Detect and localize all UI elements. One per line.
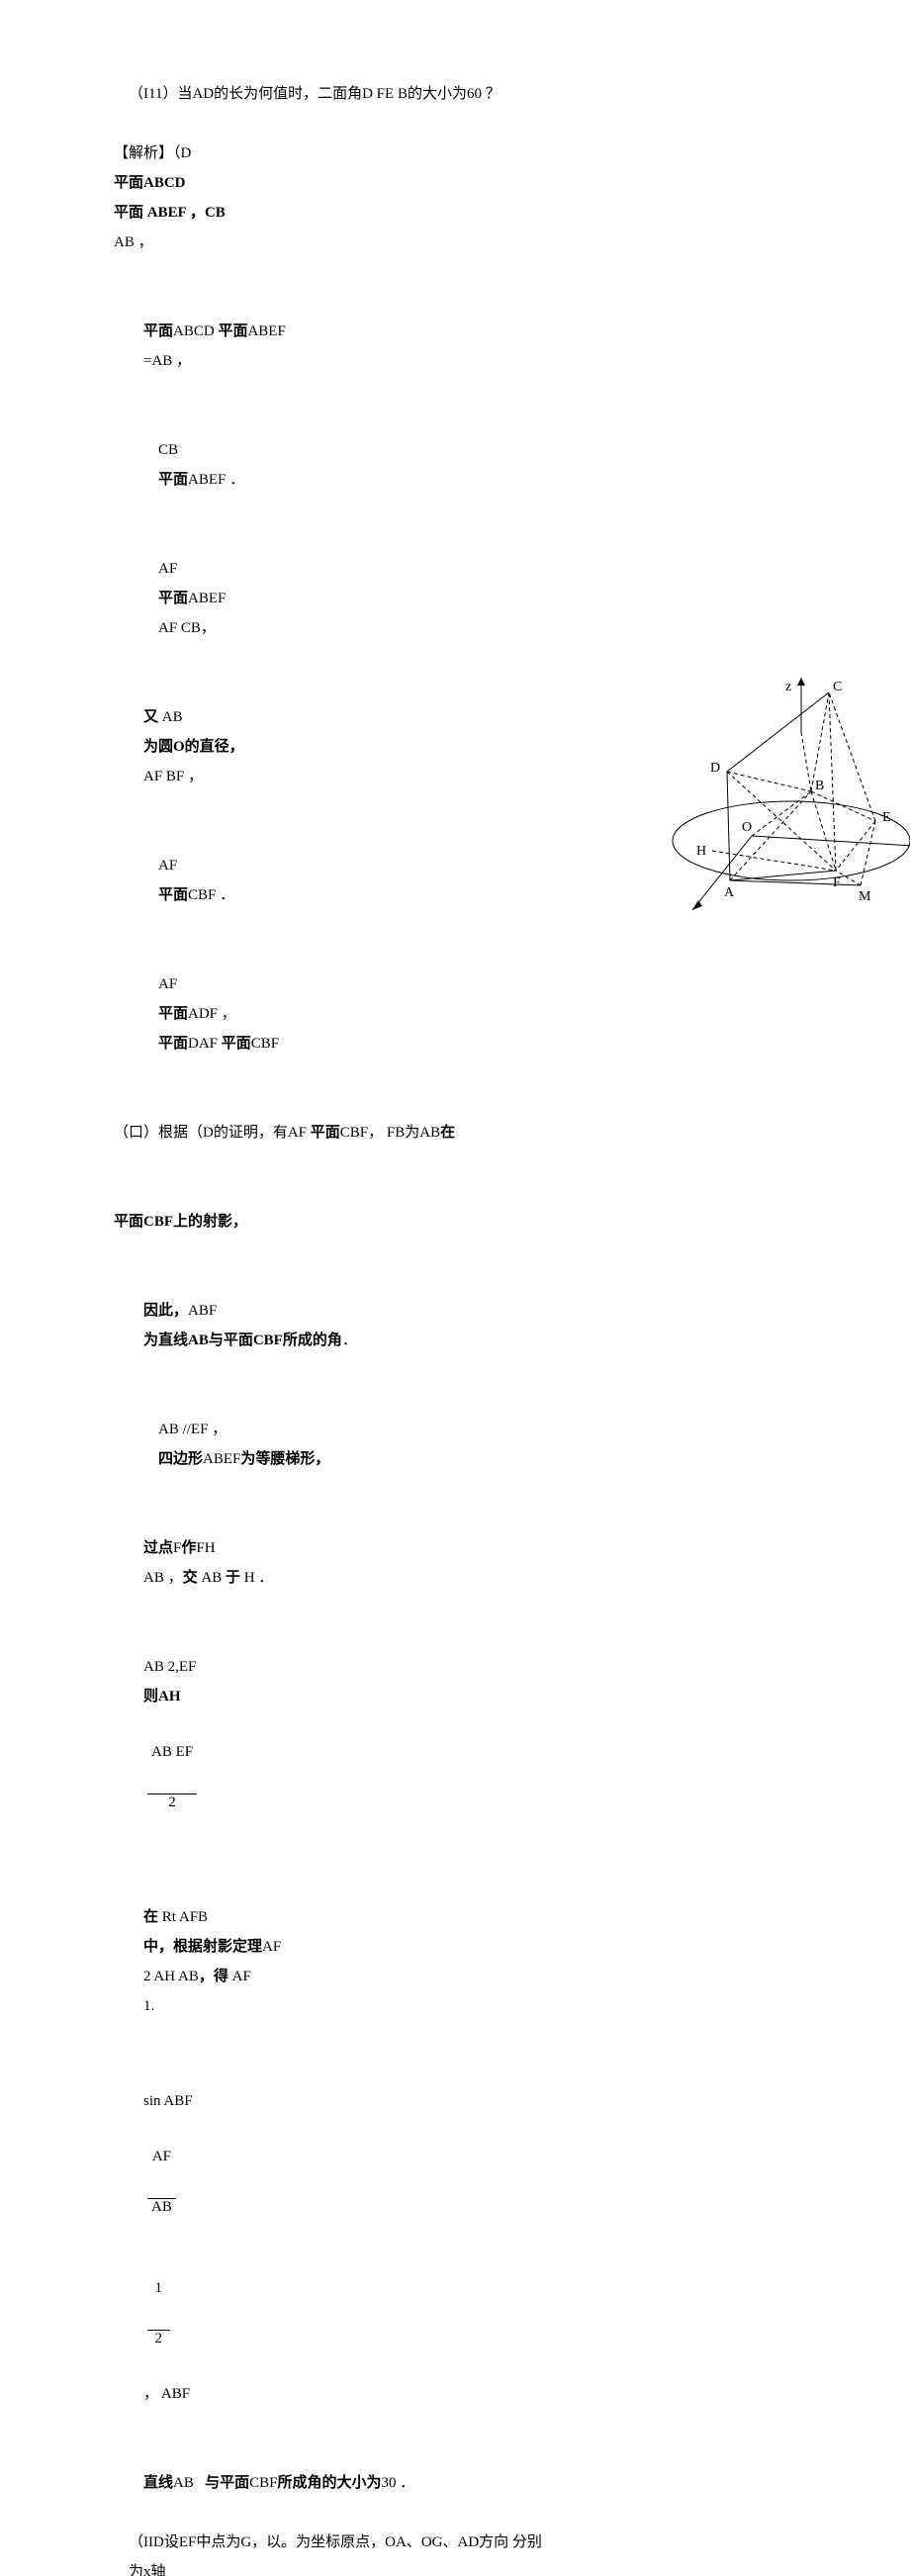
text: （口）根据（D的证明，有AF 平面CBF， FB为AB在 bbox=[114, 1125, 455, 1141]
numerator: AF bbox=[147, 2149, 176, 2165]
line-10: 平面CBF上的射影， bbox=[99, 1177, 811, 1266]
line-1: （I11）当AD的长为何值时，二面角D FE B的大小为60 ？ bbox=[99, 79, 811, 109]
text: DAF bbox=[188, 1036, 222, 1052]
text: 直线 bbox=[143, 2475, 173, 2491]
text: 在 bbox=[143, 1909, 158, 1925]
text: 【解析】（D bbox=[114, 145, 191, 161]
text: 作 bbox=[181, 1540, 196, 1556]
text: AF bbox=[158, 561, 177, 577]
text: 平面 bbox=[158, 472, 188, 488]
text: FH bbox=[196, 1540, 215, 1556]
text: 平面ABCD 平面ABEF bbox=[143, 323, 286, 339]
line-13: 过点F作FH AB ，交 AB 于 H ． bbox=[99, 1504, 811, 1622]
line-16: sin ABF AF AB 1 2 ， ABF bbox=[99, 2057, 811, 2438]
text: 中，根据射影定理 bbox=[143, 1939, 262, 1955]
text: 平面CBF上的射影， bbox=[114, 1214, 247, 1230]
text: ， ABF bbox=[143, 2386, 190, 2402]
text: 1. bbox=[143, 1998, 154, 2014]
text: ADF ， bbox=[188, 1006, 236, 1022]
text: 平面 bbox=[222, 1036, 251, 1052]
text: F bbox=[173, 1540, 181, 1556]
line-5: AF 平面ABEF AF CB， bbox=[99, 524, 811, 673]
line-11: 因此，ABF 为直线AB与平面CBF所成的角． bbox=[99, 1266, 811, 1385]
numerator: AB EF bbox=[147, 1744, 197, 1761]
text: 2 AH AB，得 AF bbox=[143, 1969, 251, 1984]
text: Rt AFB bbox=[162, 1909, 208, 1925]
document-page: （I11）当AD的长为何值时，二面角D FE B的大小为60 ？ 【解析】（D … bbox=[0, 0, 910, 2576]
text: 平面 bbox=[158, 887, 188, 903]
text: AF CB， bbox=[158, 620, 216, 636]
label-z: z bbox=[785, 680, 791, 694]
fraction-afab: AF AB bbox=[147, 2116, 176, 2248]
text: 平面 ABEF ，CB bbox=[114, 205, 226, 221]
text: CBF bbox=[251, 1036, 279, 1052]
text: 为等腰梯形， bbox=[240, 1451, 329, 1467]
line-2: 【解析】（D 平面ABCD 平面 ABEF ，CB AB ， bbox=[99, 109, 811, 287]
text: AB ，交 AB 于 H ． bbox=[143, 1570, 273, 1586]
label-A: A bbox=[724, 885, 735, 900]
text: ABEF bbox=[203, 1451, 240, 1467]
fraction-half: 1 2 bbox=[147, 2248, 170, 2379]
text: AB ， bbox=[114, 234, 153, 250]
text: 四边形 bbox=[158, 1451, 203, 1467]
label-O: O bbox=[742, 820, 752, 835]
line-4: CB 平面ABEF ． bbox=[99, 406, 811, 524]
label-F: F bbox=[833, 875, 841, 890]
text: sin ABF bbox=[143, 2093, 193, 2109]
line-15: 在 Rt AFB 中，根据射影定理AF 2 AH AB，得 AF 1. bbox=[99, 1873, 811, 2051]
text: 又 bbox=[143, 709, 158, 725]
label-B: B bbox=[815, 779, 824, 793]
text: ． bbox=[342, 1333, 357, 1348]
line-3: 平面ABCD 平面ABEF =AB ， bbox=[99, 287, 811, 406]
label-E: E bbox=[882, 810, 891, 825]
text: 平面 bbox=[158, 1006, 188, 1022]
text: AF bbox=[262, 1939, 281, 1955]
text: 为圆O的直径， bbox=[143, 739, 244, 755]
text: AF bbox=[158, 858, 177, 874]
denominator: 2 bbox=[147, 2330, 170, 2347]
line-18: （IID设EF中点为G，以。为坐标原点，OA、OG、AD方向 分别为x轴 bbox=[99, 2528, 811, 2576]
numerator: 1 bbox=[147, 2280, 170, 2297]
text: ABEF ． bbox=[188, 472, 244, 488]
denominator: AB bbox=[147, 2198, 176, 2216]
line-8: AF 平面ADF ， 平面DAF 平面CBF bbox=[99, 940, 811, 1088]
line-14: AB 2,EF 则AH AB EF 2 bbox=[99, 1622, 811, 1873]
text: 平面ABCD bbox=[114, 175, 186, 191]
geometry-figure: A B C D E F H M O y z bbox=[653, 673, 910, 930]
text: 因此，ABF bbox=[143, 1303, 217, 1319]
text: 平面 bbox=[158, 591, 188, 606]
text: AF bbox=[158, 976, 177, 992]
text: CBF ． bbox=[188, 887, 234, 903]
denominator: 2 bbox=[147, 1794, 197, 1811]
text: =AB ， bbox=[143, 353, 191, 369]
text: 过点 bbox=[143, 1540, 173, 1556]
text: 为直线AB与平面CBF所成的角 bbox=[143, 1333, 342, 1348]
line-17: 直线AB 与平面CBF所成角的大小为30 ． bbox=[99, 2438, 811, 2528]
line-9: （口）根据（D的证明，有AF 平面CBF， FB为AB在 bbox=[99, 1088, 811, 1177]
text: AB 与平面CBF所成角的大小为30 ． bbox=[173, 2475, 414, 2491]
fraction-ah: AB EF 2 bbox=[147, 1711, 197, 1843]
label-D: D bbox=[710, 761, 720, 776]
text: AB 2,EF bbox=[143, 1659, 196, 1675]
label-H: H bbox=[696, 844, 706, 859]
text: ABEF bbox=[188, 591, 226, 606]
label-C: C bbox=[833, 680, 842, 694]
text: CB bbox=[158, 442, 178, 458]
text: AB //EF ， bbox=[158, 1422, 227, 1437]
figure-svg: A B C D E F H M O y z bbox=[653, 673, 910, 930]
label-M: M bbox=[859, 889, 871, 904]
text: AB bbox=[162, 709, 183, 725]
text: AF BF ， bbox=[143, 769, 203, 784]
text: 平面 bbox=[158, 1036, 188, 1052]
text: 则AH bbox=[143, 1689, 181, 1704]
line-12: AB //EF ， 四边形ABEF为等腰梯形， bbox=[99, 1385, 811, 1504]
